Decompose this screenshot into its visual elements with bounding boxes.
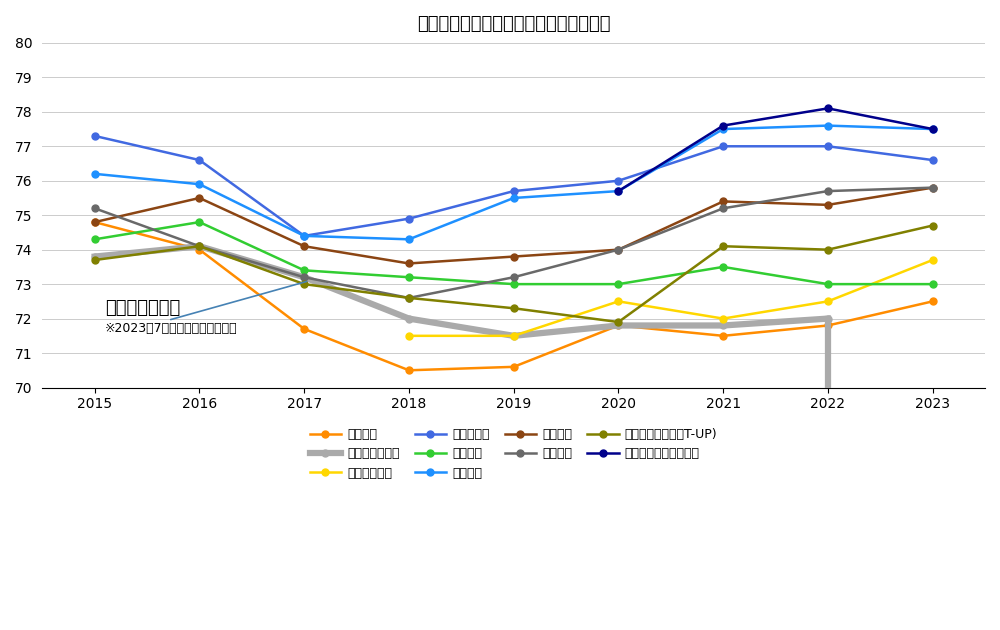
Text: ※2023年7月の不正問題以降圏外: ※2023年7月の不正問題以降圏外 [105, 323, 238, 335]
Legend: ガリバー, ビッグモーター, ネクステージ, カーセブン, カーチス, アップル, ラビット, ユーポス, トヨタ販売店（旧T-UP), オートバックスカーズ: ガリバー, ビッグモーター, ネクステージ, カーセブン, カーチス, アップル… [305, 423, 722, 484]
Text: ビッグモーター: ビッグモーター [105, 299, 180, 318]
Title: 車買取会社のオリコン顧客満足度の推移: 車買取会社のオリコン顧客満足度の推移 [417, 15, 610, 33]
